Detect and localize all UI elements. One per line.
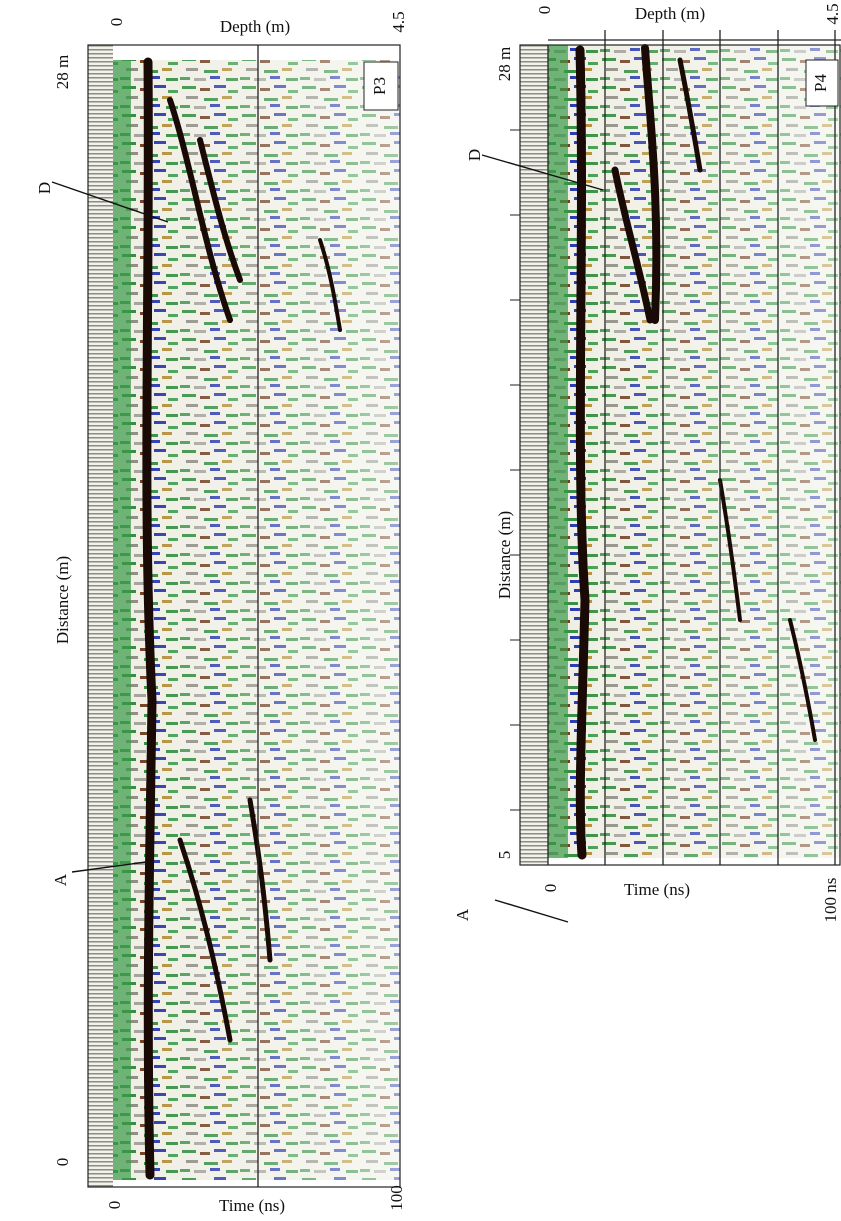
time-tick: 100 ns — [821, 878, 840, 923]
depth-title: Depth (m) — [220, 17, 290, 36]
time-tick: 0 — [105, 1201, 124, 1210]
depth-tick: 4.5 — [389, 11, 408, 32]
time-title: Time (ns) — [219, 1196, 285, 1215]
direct-wave — [113, 60, 131, 1180]
panel-label: P3 — [370, 77, 389, 95]
annotation: A — [51, 873, 70, 886]
distance-tick: 28 m — [495, 47, 514, 81]
panel-label: P4 — [811, 74, 830, 92]
reflector — [147, 62, 152, 1175]
trace-strip — [520, 45, 548, 865]
distance-tick: 5 — [495, 851, 514, 860]
annotation: D — [465, 149, 484, 161]
radargram-fade — [548, 45, 841, 858]
time-tick: 100 — [387, 1185, 406, 1211]
panel-p4: P4 0 Depth (m) 4.5 0 Time (ns) 100 ns 28… — [453, 3, 841, 922]
time-tick: 0 — [541, 884, 560, 893]
distance-tick: 0 — [53, 1158, 72, 1167]
arrow — [495, 900, 568, 922]
annotation: A — [453, 908, 472, 921]
figure: P3 0 Depth (m) 4.5 0 Time (ns) 100 28 m … — [0, 0, 841, 1221]
depth-title: Depth (m) — [635, 4, 705, 23]
time-title: Time (ns) — [624, 880, 690, 899]
depth-tick: 0 — [107, 18, 126, 27]
distance-title: Distance (m) — [53, 556, 72, 644]
radargram-fade — [113, 60, 400, 1180]
panel-p3: P3 0 Depth (m) 4.5 0 Time (ns) 100 28 m … — [35, 11, 408, 1215]
distance-ticks — [510, 130, 520, 810]
reflector — [580, 50, 585, 855]
distance-title: Distance (m) — [495, 511, 514, 599]
depth-tick: 0 — [535, 6, 554, 15]
annotation: D — [35, 182, 54, 194]
trace-strip — [88, 45, 113, 1187]
depth-tick: 4.5 — [823, 3, 841, 24]
distance-tick: 28 m — [53, 55, 72, 89]
direct-wave — [548, 45, 568, 858]
